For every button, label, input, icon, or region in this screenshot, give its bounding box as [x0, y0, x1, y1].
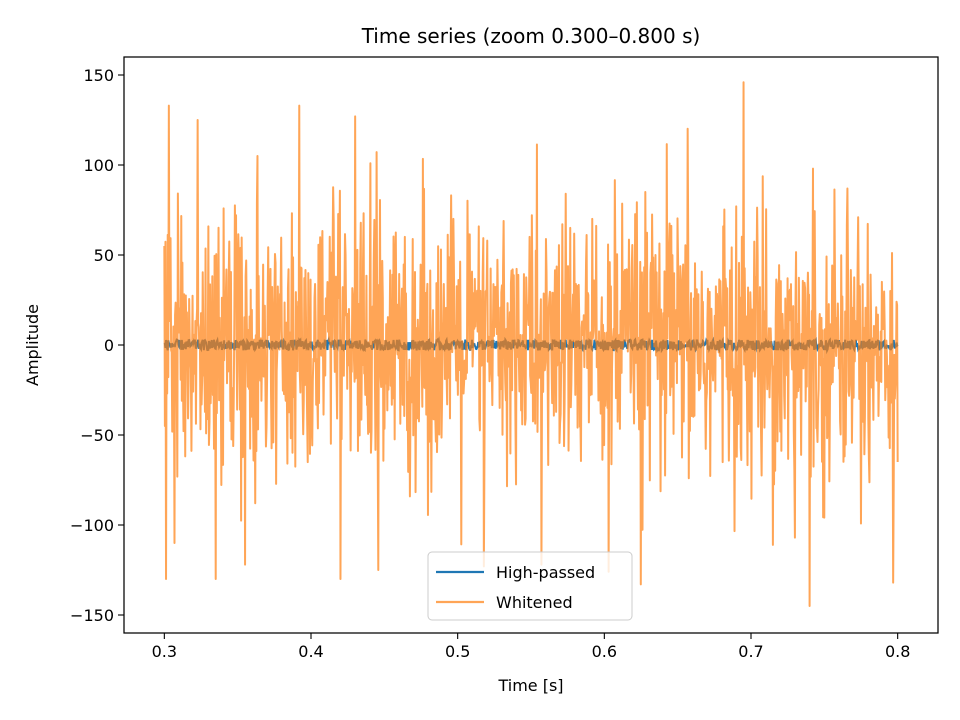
legend: High-passed Whitened: [427, 551, 633, 621]
series-layer: [163, 81, 899, 607]
y-axis-label: Amplitude: [23, 304, 42, 386]
series-line-whitened: [163, 81, 899, 607]
y-tick-label: 0: [104, 336, 114, 355]
x-tick-label: 0.7: [738, 642, 763, 661]
x-tick-label: 0.5: [445, 642, 470, 661]
x-axis-ticks: 0.3 0.4 0.5 0.6 0.7 0.8: [152, 633, 910, 661]
y-tick-label: −100: [70, 516, 114, 535]
x-tick-label: 0.3: [152, 642, 177, 661]
chart-title: Time series (zoom 0.300–0.800 s): [361, 24, 701, 48]
x-tick-label: 0.4: [298, 642, 323, 661]
x-tick-label: 0.6: [592, 642, 617, 661]
y-tick-label: 100: [83, 156, 114, 175]
y-tick-label: 50: [94, 246, 114, 265]
legend-label-high-passed: High-passed: [496, 563, 595, 582]
y-tick-label: 150: [83, 66, 114, 85]
y-tick-label: −150: [70, 606, 114, 625]
x-tick-label: 0.8: [885, 642, 910, 661]
legend-label-whitened: Whitened: [496, 593, 573, 612]
y-axis-ticks: −150 −100 −50 0 50 100 150: [70, 66, 124, 625]
y-tick-label: −50: [80, 426, 114, 445]
x-axis-label: Time [s]: [497, 676, 563, 695]
